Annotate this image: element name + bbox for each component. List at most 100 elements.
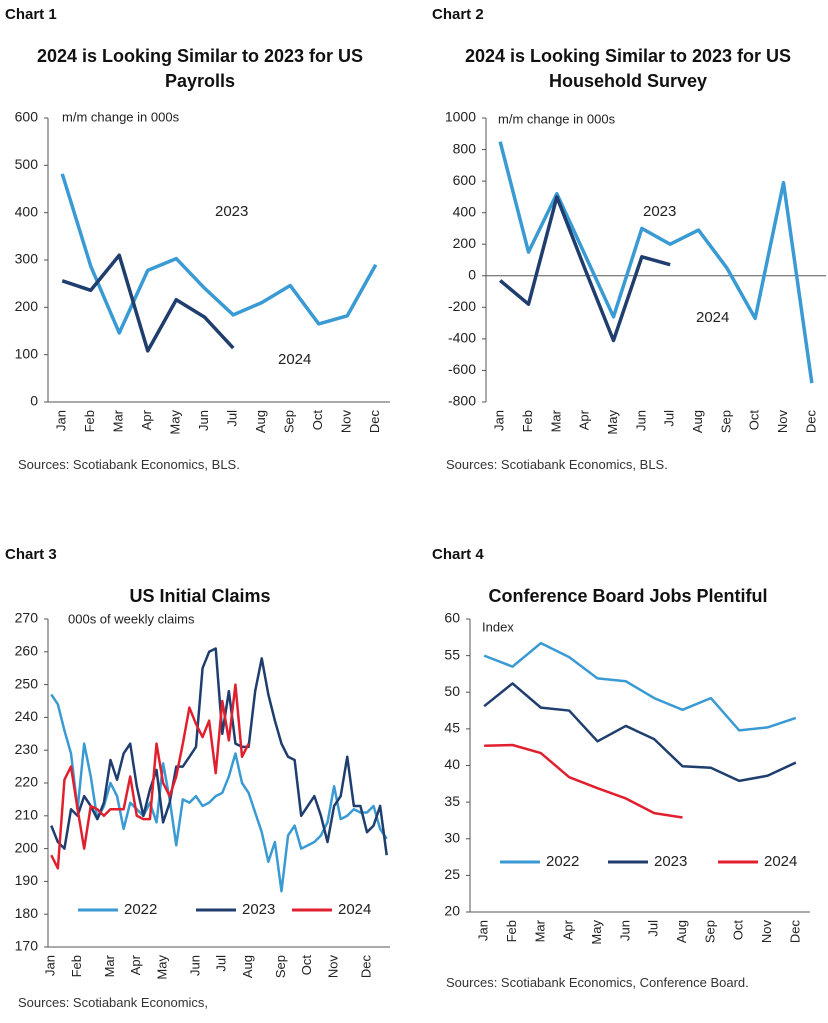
x-tick-label: Mar	[111, 409, 126, 432]
y-tick-label: -200	[448, 298, 476, 314]
x-tick-label: Jun	[633, 410, 648, 431]
series-line	[50, 647, 388, 856]
y-tick-label: 0	[30, 393, 38, 409]
x-tick-label: Dec	[787, 920, 802, 944]
sources: Sources: Scotiabank Economics,	[18, 995, 209, 1010]
legend-label: 2024	[338, 901, 371, 918]
series-line	[498, 141, 814, 384]
y-tick-label: 0	[468, 266, 476, 282]
y-tick-label: 600	[15, 109, 39, 125]
x-tick-label: Jun	[196, 410, 211, 431]
x-tick-label: Mar	[102, 954, 117, 977]
y-tick-label: 55	[444, 646, 460, 662]
series-line	[484, 743, 683, 819]
axis-note: Index	[482, 619, 514, 634]
chart-title: 2024 is Looking Similar to 2023 for US P…	[36, 46, 364, 91]
x-tick-label: May	[589, 920, 604, 945]
y-tick-label: 170	[15, 938, 39, 954]
x-tick-label: Aug	[253, 410, 268, 433]
x-tick-label: Jul	[662, 410, 677, 427]
chart-title: Conference Board Jobs Plentiful	[488, 586, 768, 606]
series-label: 2024	[278, 351, 311, 368]
y-tick-label: 50	[444, 683, 460, 699]
y-tick-label: 240	[15, 708, 39, 724]
x-tick-label: Jul	[225, 410, 240, 427]
y-tick-label: 180	[15, 905, 39, 921]
series-line	[50, 693, 388, 893]
y-tick-label: 200	[15, 298, 39, 314]
x-tick-label: Aug	[674, 920, 689, 943]
y-tick-label: 400	[15, 203, 39, 219]
x-tick-label: Nov	[339, 410, 354, 434]
y-tick-label: 1000	[445, 109, 476, 125]
x-tick-label: Nov	[759, 920, 774, 944]
series-label: 2023	[643, 203, 676, 220]
legend-label: 2023	[242, 901, 275, 918]
series-line	[60, 173, 378, 335]
y-tick-label: 800	[453, 140, 477, 156]
x-tick-label: Jun	[187, 955, 202, 976]
x-tick-label: May	[168, 410, 183, 435]
x-tick-label: Sep	[702, 920, 717, 943]
chart-label: Chart 3	[5, 546, 57, 563]
chart-label: Chart 4	[432, 546, 484, 563]
sources: Sources: Scotiabank Economics, Conferenc…	[446, 975, 749, 990]
x-tick-label: Dec	[367, 410, 382, 434]
x-tick-label: Feb	[504, 920, 519, 942]
y-tick-label: 220	[15, 774, 39, 790]
x-tick-label: Dec	[803, 410, 818, 434]
x-tick-label: Jan	[43, 955, 58, 976]
x-tick-label: May	[155, 955, 170, 980]
x-tick-label: May	[605, 410, 620, 435]
x-tick-label: Jan	[476, 920, 491, 941]
x-tick-label: Apr	[561, 919, 576, 940]
x-tick-label: Jul	[646, 920, 661, 937]
y-tick-label: -800	[448, 393, 476, 409]
x-tick-label: Apr	[577, 409, 592, 430]
legend-label: 2023	[654, 853, 687, 870]
x-tick-label: Feb	[82, 410, 97, 432]
y-tick-label: 400	[453, 203, 477, 219]
legend-label: 2022	[124, 901, 157, 918]
x-tick-label: Apr	[128, 954, 143, 975]
x-tick-label: Sep	[282, 410, 297, 433]
y-tick-label: 100	[15, 345, 39, 361]
x-tick-label: Nov	[775, 410, 790, 434]
x-tick-label: Mar	[532, 919, 547, 942]
y-tick-label: 270	[15, 610, 39, 626]
x-tick-label: Dec	[358, 955, 373, 979]
x-tick-label: Feb	[520, 410, 535, 432]
x-tick-label: Mar	[548, 409, 563, 432]
x-tick-label: Oct	[299, 955, 314, 976]
series-line	[50, 683, 250, 870]
y-tick-label: 230	[15, 741, 39, 757]
x-tick-label: Oct	[731, 920, 746, 941]
chart-label: Chart 2	[432, 6, 484, 23]
y-tick-label: 260	[15, 643, 39, 659]
x-tick-label: Oct	[310, 410, 325, 431]
chart-label: Chart 1	[5, 6, 57, 23]
chart-title: 2024 is Looking Similar to 2023 for US H…	[464, 46, 792, 91]
x-tick-label: Aug	[240, 955, 255, 978]
x-tick-label: Jan	[492, 410, 507, 431]
series-line	[499, 195, 671, 343]
legend-label: 2022	[546, 853, 579, 870]
y-tick-label: 200	[453, 235, 477, 251]
axis-note: m/m change in 000s	[62, 109, 180, 124]
sources: Sources: Scotiabank Economics, BLS.	[18, 457, 240, 472]
x-tick-label: Nov	[326, 955, 341, 979]
series-label: 2024	[696, 309, 729, 326]
x-tick-label: Aug	[690, 410, 705, 433]
x-tick-label: Sep	[273, 955, 288, 978]
y-tick-label: 45	[444, 720, 460, 736]
chart-title: US Initial Claims	[129, 586, 271, 606]
x-tick-label: Jun	[617, 920, 632, 941]
y-tick-label: 40	[444, 756, 460, 772]
x-tick-label: Jan	[54, 410, 69, 431]
y-tick-label: -600	[448, 361, 476, 377]
axis-note: m/m change in 000s	[498, 111, 616, 126]
y-tick-label: 200	[15, 839, 39, 855]
series-line	[483, 682, 797, 783]
y-tick-label: 300	[15, 251, 39, 267]
